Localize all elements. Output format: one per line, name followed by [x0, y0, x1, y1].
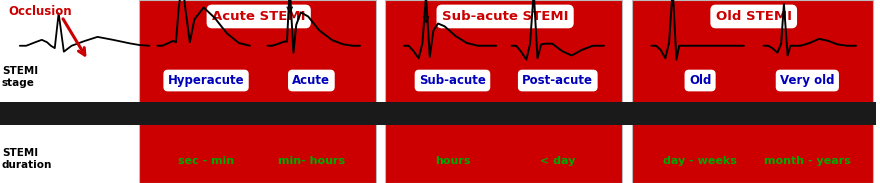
Bar	[0, 102, 876, 125]
Text: Occlusion: Occlusion	[9, 5, 72, 18]
Text: month - years: month - years	[764, 156, 851, 166]
Text: Acute: Acute	[292, 74, 330, 87]
Text: Sub-acute: Sub-acute	[419, 74, 486, 87]
Text: hours: hours	[435, 156, 470, 166]
Text: day - weeks: day - weeks	[664, 156, 737, 166]
Text: < day: < day	[540, 156, 576, 166]
Text: sec - min: sec - min	[178, 156, 234, 166]
Text: Old: Old	[689, 74, 711, 87]
Text: min- hours: min- hours	[278, 156, 345, 166]
Text: Sub-acute STEMI: Sub-acute STEMI	[442, 10, 568, 23]
Text: Very old: Very old	[780, 74, 834, 87]
Text: STEMI
duration: STEMI duration	[2, 148, 52, 170]
Text: Post-acute: Post-acute	[522, 74, 593, 87]
Text: STEMI
stage: STEMI stage	[2, 66, 38, 88]
Bar	[632, 0, 873, 183]
Text: Acute STEMI: Acute STEMI	[212, 10, 305, 23]
Bar	[0, 0, 135, 183]
Text: Hyperacute: Hyperacute	[168, 74, 245, 87]
Text: Old STEMI: Old STEMI	[715, 10, 792, 23]
Bar	[385, 0, 622, 183]
Bar	[139, 0, 376, 183]
